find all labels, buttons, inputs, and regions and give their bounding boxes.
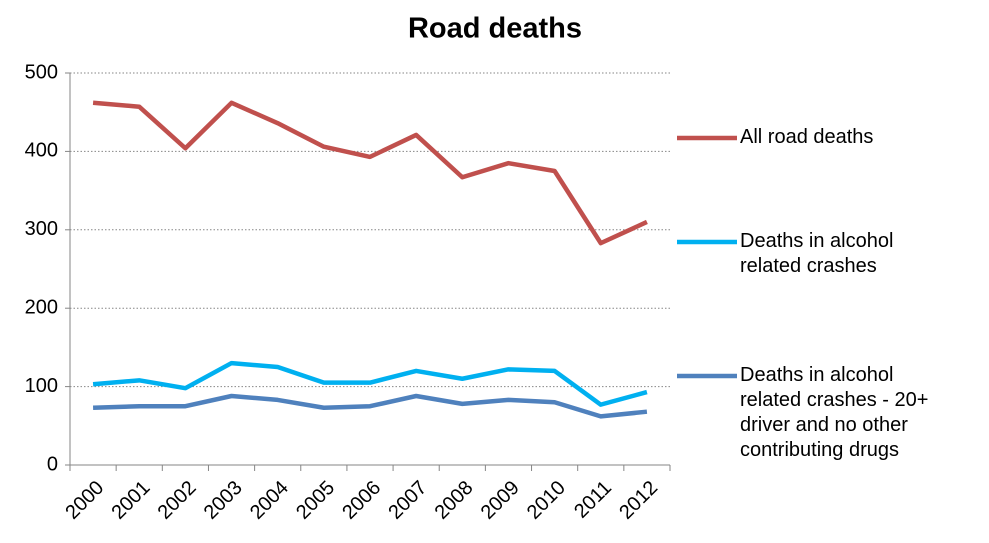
x-tick-label: 2006 xyxy=(338,477,385,524)
x-tick-label: 2002 xyxy=(154,477,201,524)
y-tick-label: 500 xyxy=(25,61,58,83)
series-line xyxy=(92,100,648,246)
legend-label: Deaths in alcohol related crashes - 20+ … xyxy=(740,364,929,461)
x-tick-label: 2001 xyxy=(107,477,154,524)
x-tick-label: 2004 xyxy=(246,477,293,524)
y-tick-label: 200 xyxy=(25,296,58,318)
y-tick-label: 400 xyxy=(25,140,58,162)
series-line xyxy=(92,360,648,407)
x-tick-label: 2010 xyxy=(523,477,570,524)
x-tick-label: 2003 xyxy=(200,477,247,524)
x-tick-label: 2008 xyxy=(431,477,478,524)
x-tick-label: 2007 xyxy=(384,477,431,524)
x-tick-label: 2000 xyxy=(61,477,108,524)
chart-title: Road deaths xyxy=(408,13,582,45)
legend-label: Deaths in alcohol related crashes xyxy=(740,230,894,277)
x-tick-label: 2005 xyxy=(292,477,339,524)
x-tick-label: 2012 xyxy=(615,477,662,524)
y-tick-label: 300 xyxy=(25,218,58,240)
legend-label: All road deaths xyxy=(740,126,874,148)
y-tick-label: 0 xyxy=(47,453,58,475)
series-line xyxy=(93,393,648,419)
x-tick-label: 2009 xyxy=(477,477,524,524)
x-tick-label: 2011 xyxy=(570,477,616,523)
y-tick-label: 100 xyxy=(25,375,58,397)
